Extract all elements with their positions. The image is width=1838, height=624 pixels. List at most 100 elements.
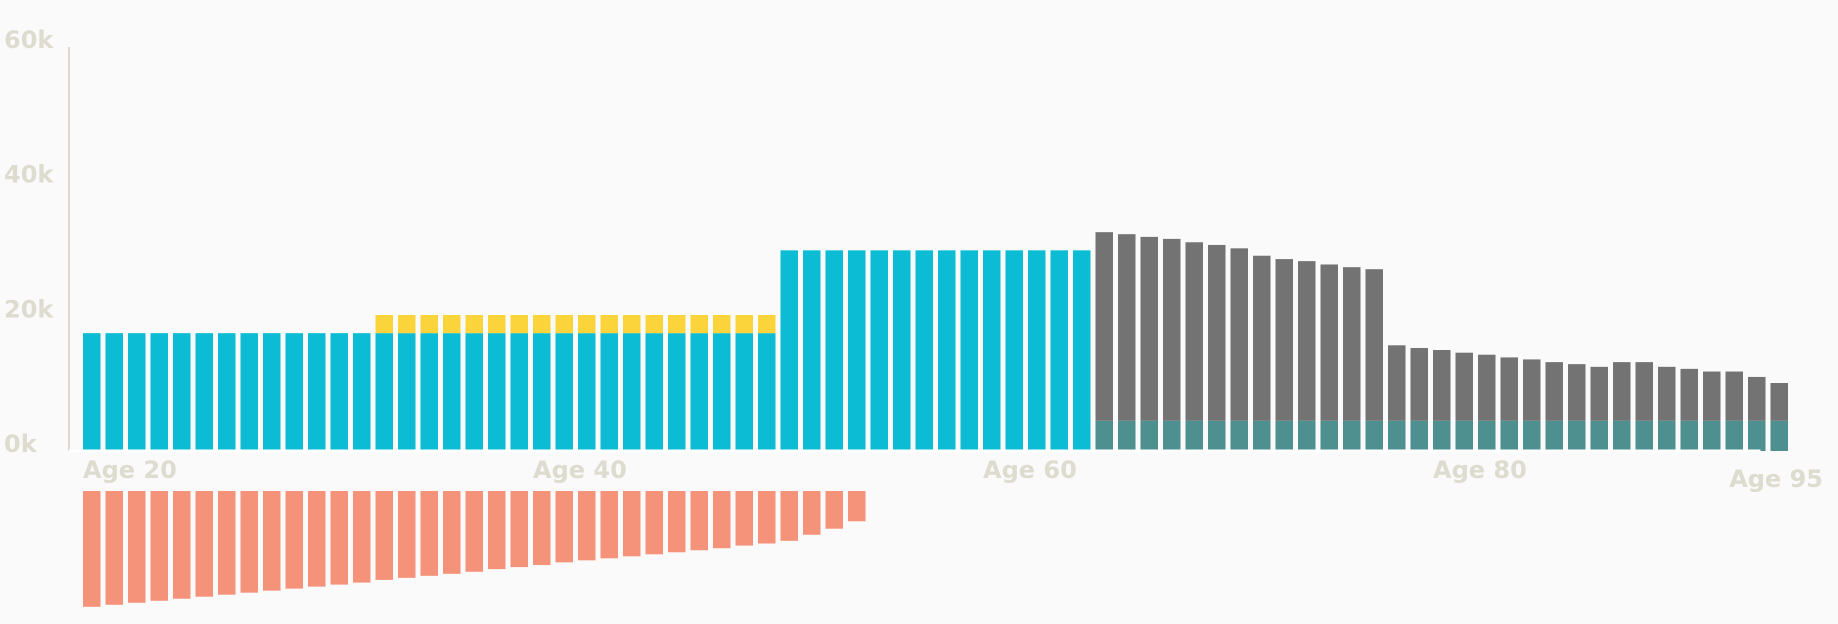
bar-segment (1523, 420, 1541, 451)
bar-segment (555, 333, 573, 451)
y-tick-label: 60k (4, 26, 54, 54)
bar-segment (465, 333, 483, 451)
bar-segment (510, 333, 528, 451)
bar-segment (1118, 420, 1136, 451)
bar-segment (623, 314, 641, 334)
bar-segment (420, 333, 438, 451)
bar-segment (1478, 420, 1496, 451)
bar-segment (150, 333, 168, 451)
bar-segment (758, 333, 776, 451)
bar-segment (735, 333, 753, 451)
bar-segment (1545, 362, 1563, 421)
bar-segment (1028, 250, 1046, 451)
bar-segment (1163, 238, 1181, 421)
x-tick-label: Age 95 (1729, 465, 1823, 493)
negative-bar (645, 491, 663, 555)
bar-segment (128, 333, 146, 451)
bar-segment (1433, 420, 1451, 451)
bar-segment (848, 250, 866, 451)
bar-segment (510, 314, 528, 334)
bar-segment (1365, 269, 1383, 421)
bar-segment (1320, 264, 1338, 421)
bar-segment (713, 314, 731, 334)
negative-bar (263, 491, 281, 591)
negative-bar (150, 491, 168, 601)
bar-segment (690, 314, 708, 334)
negative-bar (285, 491, 303, 589)
negative-bar (195, 491, 213, 597)
bar-segment (465, 314, 483, 334)
bar-segment (578, 333, 596, 451)
bar-segment (173, 333, 191, 451)
bar-segment (1590, 366, 1608, 421)
bar-segment (1500, 420, 1518, 451)
bar-segment (1095, 232, 1113, 421)
bar-segment (1253, 420, 1271, 451)
bar-segment (713, 333, 731, 451)
y-tick-label: 40k (4, 161, 54, 189)
negative-bar (825, 491, 843, 529)
bar-segment (555, 314, 573, 334)
bar-segment (1208, 244, 1226, 421)
bar-segment (668, 314, 686, 334)
negative-bar (330, 491, 348, 585)
bar-segment (668, 333, 686, 451)
negative-bar (488, 491, 506, 570)
bar-segment (1590, 420, 1608, 451)
bar-segment (1770, 420, 1788, 451)
negative-bar (623, 491, 641, 557)
bar-segment (645, 333, 663, 451)
bar-segment (398, 333, 416, 451)
bar-segment (1725, 371, 1743, 421)
y-tick-label: 20k (4, 295, 54, 323)
bar-segment (308, 333, 326, 451)
bar-segment (803, 250, 821, 451)
bar-segment (533, 314, 551, 334)
bar-segment (1455, 420, 1473, 451)
negative-bar (353, 491, 371, 583)
bar-segment (195, 333, 213, 451)
negative-bar (510, 491, 528, 568)
bar-segment (600, 333, 618, 451)
negative-bar (600, 491, 618, 559)
bar-segment (1410, 420, 1428, 451)
bar-segment (1455, 352, 1473, 421)
bar-segment (443, 333, 461, 451)
negative-bar (578, 491, 596, 561)
bar-segment (1703, 420, 1721, 451)
bar-segment (1163, 420, 1181, 451)
bar-segment (1118, 234, 1136, 421)
bar-segment (1230, 420, 1248, 451)
bar-segment (600, 314, 618, 334)
bar-segment (780, 250, 798, 451)
negative-bar (398, 491, 416, 578)
bar-segment (1388, 345, 1406, 421)
bar-segment (690, 333, 708, 451)
bar-segment (83, 333, 101, 451)
bar-segment (893, 250, 911, 451)
bar-segment (915, 250, 933, 451)
negative-bar (668, 491, 686, 553)
bar-segment (353, 333, 371, 451)
bar-segment (1275, 420, 1293, 451)
bar-segment (1208, 420, 1226, 451)
bar-segment (1568, 364, 1586, 421)
bar-segment (870, 250, 888, 451)
bar-segment (533, 333, 551, 451)
bar-segment (218, 333, 236, 451)
bar-segment (1050, 250, 1068, 451)
negative-bar (240, 491, 258, 593)
bar-segment (375, 314, 393, 334)
bar-segment (375, 333, 393, 451)
bar-segment (1613, 362, 1631, 421)
bar-segment (735, 314, 753, 334)
bar-segment (1410, 347, 1428, 421)
bar-segment (1185, 242, 1203, 421)
bar-segment (578, 314, 596, 334)
bar-segment (1140, 420, 1158, 451)
bar-segment (983, 250, 1001, 451)
bar-segment (1365, 420, 1383, 451)
bar-segment (1748, 420, 1766, 451)
bar-segment (1005, 250, 1023, 451)
